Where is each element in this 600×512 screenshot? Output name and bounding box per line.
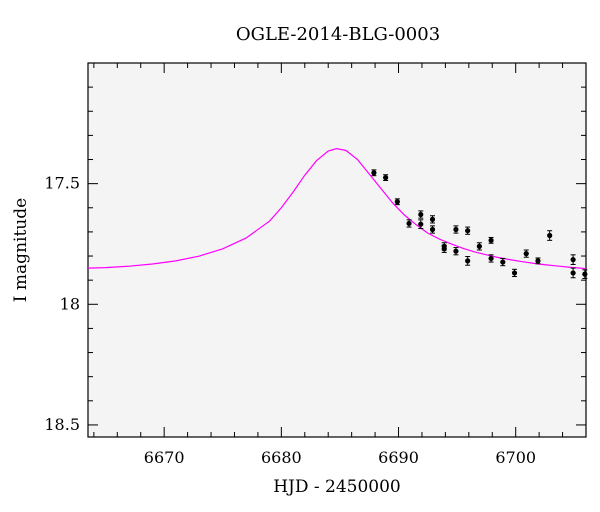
point-marker (500, 259, 506, 265)
data-point (523, 249, 529, 258)
y-tick-label: 18.5 (44, 415, 80, 434)
data-point (582, 269, 588, 279)
data-point (570, 254, 576, 265)
point-marker (453, 226, 459, 233)
x-tick-label: 6670 (144, 448, 185, 467)
x-tick-label: 6680 (261, 448, 302, 467)
point-marker (441, 246, 447, 252)
x-tick-label: 6690 (378, 448, 419, 467)
y-tick-label: 18 (60, 294, 80, 313)
plot-frame (87, 62, 587, 438)
data-point (547, 230, 553, 241)
y-axis-label: I magnitude (11, 198, 31, 302)
data-point (383, 174, 389, 182)
data-point (488, 254, 494, 263)
point-marker (429, 226, 436, 233)
x-tick-label: 6700 (495, 448, 536, 467)
data-point (488, 236, 494, 244)
data-point (476, 242, 482, 251)
x-axis-label: HJD - 2450000 (273, 477, 401, 497)
chart-title: OGLE-2014-BLG-0003 (236, 24, 440, 45)
data-point (429, 225, 436, 234)
point-marker (418, 221, 424, 227)
data-point (441, 244, 447, 253)
point-marker (488, 237, 494, 243)
data-point (500, 257, 506, 267)
data-point (465, 256, 471, 266)
data-point (406, 219, 412, 228)
point-marker (570, 257, 576, 263)
point-marker (371, 170, 377, 176)
x-tick-labels: 6670 6680 6690 6700 (144, 448, 536, 467)
data-point (570, 267, 576, 279)
axis-ticks (88, 62, 587, 437)
point-marker (418, 211, 424, 218)
point-marker (511, 270, 518, 276)
point-marker (453, 248, 459, 254)
y-tick-labels: 17.5 18 18.5 (44, 174, 80, 434)
point-marker (406, 220, 412, 227)
data-point (453, 225, 459, 234)
point-marker (476, 243, 482, 249)
point-marker (523, 251, 529, 257)
point-marker (383, 175, 389, 181)
data-point (394, 198, 400, 206)
y-tick-label: 17.5 (44, 174, 80, 193)
point-marker (465, 258, 471, 264)
point-marker (394, 199, 400, 205)
data-point (453, 247, 459, 256)
point-marker (465, 228, 471, 234)
point-marker (547, 232, 553, 239)
data-point (535, 257, 541, 265)
data-points (371, 169, 588, 279)
point-marker (582, 271, 588, 277)
point-marker (488, 255, 494, 262)
point-marker (570, 270, 576, 276)
data-point (465, 226, 471, 235)
point-marker (429, 216, 436, 222)
data-point (418, 219, 424, 230)
data-point (429, 215, 436, 224)
data-point (418, 210, 424, 219)
point-marker (535, 258, 541, 264)
data-point (511, 268, 518, 278)
data-point (371, 169, 377, 177)
model-curve (87, 148, 587, 270)
